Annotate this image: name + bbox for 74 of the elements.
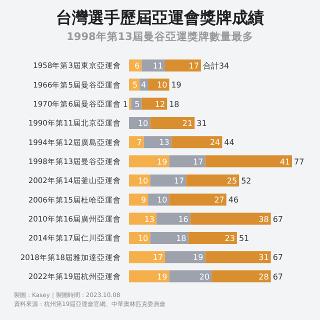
data-label: 23 xyxy=(224,234,235,243)
data-label: 10 xyxy=(138,118,148,128)
total-label: 44 xyxy=(224,138,234,148)
data-label: 13 xyxy=(144,214,155,224)
data-label: 41 xyxy=(280,157,290,166)
data-label: 28 xyxy=(258,272,269,282)
data-label: 27 xyxy=(214,196,224,205)
total-label: 67 xyxy=(272,214,284,224)
bar xyxy=(129,212,157,225)
data-label: 5 xyxy=(132,80,138,90)
total-label: 77 xyxy=(294,157,304,166)
bar xyxy=(212,270,271,282)
total-label: 51 xyxy=(238,234,250,243)
bar xyxy=(142,59,165,72)
total-label: 31 xyxy=(196,118,207,128)
bar xyxy=(156,212,190,225)
total-label: 合計34 xyxy=(202,61,230,70)
bar xyxy=(205,251,271,264)
chart-subtitle: 1998年第13屆曼谷亞運獎牌數量最多 xyxy=(66,30,254,44)
data-label: 19 xyxy=(193,253,204,262)
data-label: 24 xyxy=(210,138,220,148)
bar xyxy=(129,155,170,168)
data-label: 19 xyxy=(157,157,168,166)
bar xyxy=(129,136,144,148)
bar xyxy=(164,59,201,72)
data-label: 13 xyxy=(159,138,170,148)
bar xyxy=(205,155,292,168)
total-label: 46 xyxy=(228,196,239,205)
data-label: 16 xyxy=(178,214,188,224)
data-label: 20 xyxy=(199,272,210,282)
data-label: 17 xyxy=(188,61,199,70)
data-label: 10 xyxy=(138,234,148,243)
bar xyxy=(188,232,237,244)
data-label: 31 xyxy=(258,253,269,262)
bar xyxy=(129,251,165,264)
bar xyxy=(129,194,148,206)
data-label: 17 xyxy=(193,157,204,166)
data-label: 12 xyxy=(154,100,166,109)
data-label: 18 xyxy=(176,234,186,243)
bar xyxy=(142,98,168,110)
data-label: 17 xyxy=(152,253,163,262)
data-label: 9 xyxy=(140,196,146,205)
data-label: 4 xyxy=(140,80,146,90)
total-label: 18 xyxy=(169,100,180,109)
data-label: 38 xyxy=(258,214,269,224)
bar xyxy=(186,174,240,186)
data-label: 17 xyxy=(174,176,184,186)
data-label: 21 xyxy=(182,118,193,128)
data-label: 1 xyxy=(122,100,128,109)
total-label: 52 xyxy=(241,176,252,186)
bar xyxy=(171,136,222,148)
bar xyxy=(144,136,172,148)
data-label: 19 xyxy=(157,272,168,282)
bar xyxy=(150,116,195,129)
total-label: 67 xyxy=(272,253,284,262)
bar xyxy=(164,251,206,264)
bar xyxy=(169,155,206,168)
bar xyxy=(190,212,271,225)
data-label: 25 xyxy=(226,176,238,186)
data-label: 10 xyxy=(157,196,168,205)
total-label: 67 xyxy=(272,272,284,282)
bar xyxy=(169,270,212,282)
data-label: 6 xyxy=(134,61,140,70)
data-label: 7 xyxy=(136,138,142,148)
bar xyxy=(150,232,188,244)
data-label: 5 xyxy=(134,100,140,109)
total-label: 19 xyxy=(171,80,182,90)
data-label: 10 xyxy=(157,80,168,90)
bar xyxy=(150,174,186,186)
data-label: 11 xyxy=(152,61,163,70)
bar xyxy=(169,194,226,206)
chart-title: 台灣選手歷屆亞運會獎牌成績 xyxy=(55,8,265,29)
data-label: 10 xyxy=(138,176,148,186)
bar xyxy=(129,270,170,282)
